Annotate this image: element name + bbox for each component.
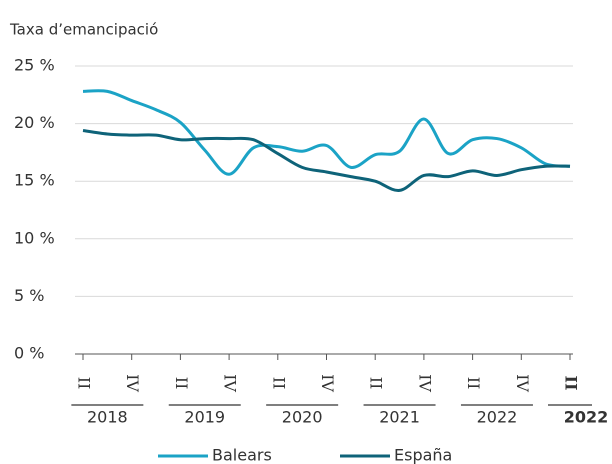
- year-label: 2022: [477, 408, 518, 427]
- x-tick-label: II: [464, 377, 483, 390]
- year-label: 2018: [87, 408, 128, 427]
- x-tick-label: IV: [513, 374, 532, 392]
- y-tick-label: 10 %: [14, 228, 55, 247]
- chart-title: Taxa d’emancipació: [9, 21, 158, 39]
- legend-label: España: [394, 446, 452, 464]
- y-tick-label: 15 %: [14, 171, 55, 190]
- y-tick-label: 5 %: [14, 286, 44, 305]
- series-line: [82, 89, 571, 176]
- series-line: [82, 129, 571, 192]
- x-tick-label: II: [75, 377, 94, 390]
- x-tick-label: II: [367, 377, 386, 390]
- year-label: 2020: [282, 408, 323, 427]
- x-tick-label: II: [269, 377, 288, 390]
- y-tick-label: 20 %: [14, 113, 55, 132]
- y-tick-label: 25 %: [14, 56, 55, 75]
- x-tick-label: IV: [221, 374, 240, 392]
- x-tick-label: II: [172, 377, 191, 390]
- x-tick-label: IV: [123, 374, 142, 392]
- legend-label: Balears: [212, 446, 272, 464]
- x-tick-label: IV: [415, 374, 434, 392]
- x-tick-label: IV: [318, 374, 337, 392]
- year-label: 2021: [379, 408, 420, 427]
- year-label: 2019: [184, 408, 225, 427]
- y-tick-label: 0 %: [14, 344, 44, 363]
- x-tick-label: II: [562, 376, 581, 391]
- year-label: 2022: [564, 408, 609, 427]
